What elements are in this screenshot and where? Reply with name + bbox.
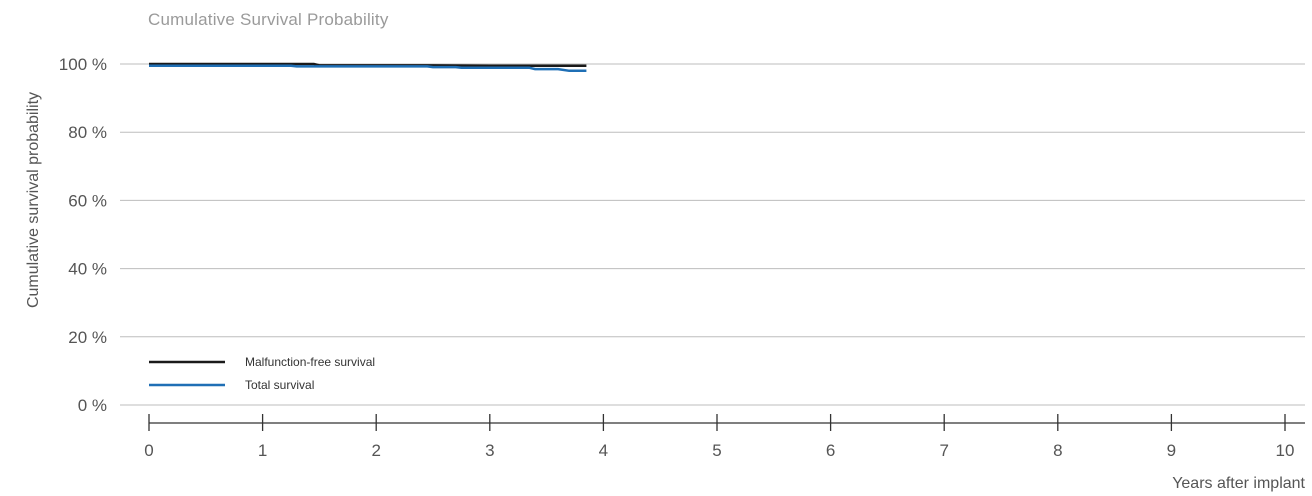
x-axis-label: Years after implant	[1172, 475, 1305, 492]
y-tick-label: 40 %	[68, 260, 107, 279]
chart-title: Cumulative Survival Probability	[148, 10, 389, 29]
series-lines	[149, 62, 587, 73]
x-tick-label: 7	[939, 441, 948, 460]
y-tick-label: 100 %	[59, 55, 107, 74]
x-tick-label: 10	[1276, 441, 1295, 460]
x-tick-label: 4	[599, 441, 608, 460]
x-tick-label: 1	[258, 441, 267, 460]
x-axis: 0 1 2 3 4 5 6 7 8 9 10	[144, 414, 1305, 460]
x-tick-label: 9	[1167, 441, 1176, 460]
x-tick-label: 2	[371, 441, 380, 460]
y-tick-label: 20 %	[68, 328, 107, 347]
y-tick-labels: 0 % 20 % 40 % 60 % 80 % 100 %	[59, 55, 107, 415]
x-tick-label: 5	[712, 441, 721, 460]
y-tick-label: 0 %	[78, 396, 107, 415]
series-line-total-survival	[149, 64, 587, 73]
legend-label: Malfunction-free survival	[245, 355, 375, 369]
y-axis-label: Cumulative survival probability	[25, 92, 42, 308]
legend: Malfunction-free survival Total survival	[149, 355, 375, 392]
x-tick-label: 6	[826, 441, 835, 460]
x-tick-label: 0	[144, 441, 153, 460]
y-tick-label: 80 %	[68, 123, 107, 142]
gridlines	[120, 63, 1305, 406]
x-tick-label: 3	[485, 441, 494, 460]
legend-label: Total survival	[245, 378, 314, 392]
x-tick-label: 8	[1053, 441, 1062, 460]
y-tick-label: 60 %	[68, 191, 107, 210]
